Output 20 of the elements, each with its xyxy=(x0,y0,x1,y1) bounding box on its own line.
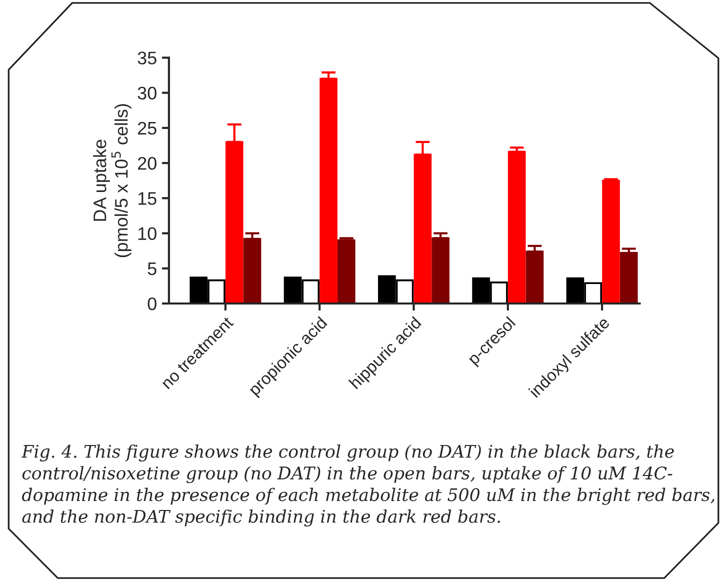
bar xyxy=(338,239,356,304)
y-tick-label: 15 xyxy=(138,192,156,205)
bar xyxy=(508,150,526,304)
y-tick-label: 0 xyxy=(148,297,156,310)
y-tick-label: 10 xyxy=(138,227,156,240)
y-tick-label: 35 xyxy=(138,52,156,64)
bar xyxy=(225,141,244,304)
bar xyxy=(620,252,638,304)
bar xyxy=(243,238,262,304)
y-axis-title: DA uptake (pmol/5 x 10$^{5}$ cells) xyxy=(93,104,132,258)
y-tick-label: 20 xyxy=(138,156,156,170)
bar xyxy=(320,78,338,304)
bar xyxy=(414,154,432,304)
y-tick-label: 25 xyxy=(138,122,156,135)
bar xyxy=(526,250,544,304)
caption: Fig. 4. This figure shows the control group (no DAT) in the black bars, the control/nisoxetine group (no DAT) in the open bars, uptake of 10 uM 14C- dopamine in the presence of each metabolite at 500 uM in the bright red bars, and the non-DAT specific binding in the dark red bars. xyxy=(21,444,714,527)
bar xyxy=(432,237,450,304)
y-tick-label: 5 xyxy=(148,262,156,276)
y-tick-label: 30 xyxy=(138,86,156,100)
bar xyxy=(602,180,620,304)
